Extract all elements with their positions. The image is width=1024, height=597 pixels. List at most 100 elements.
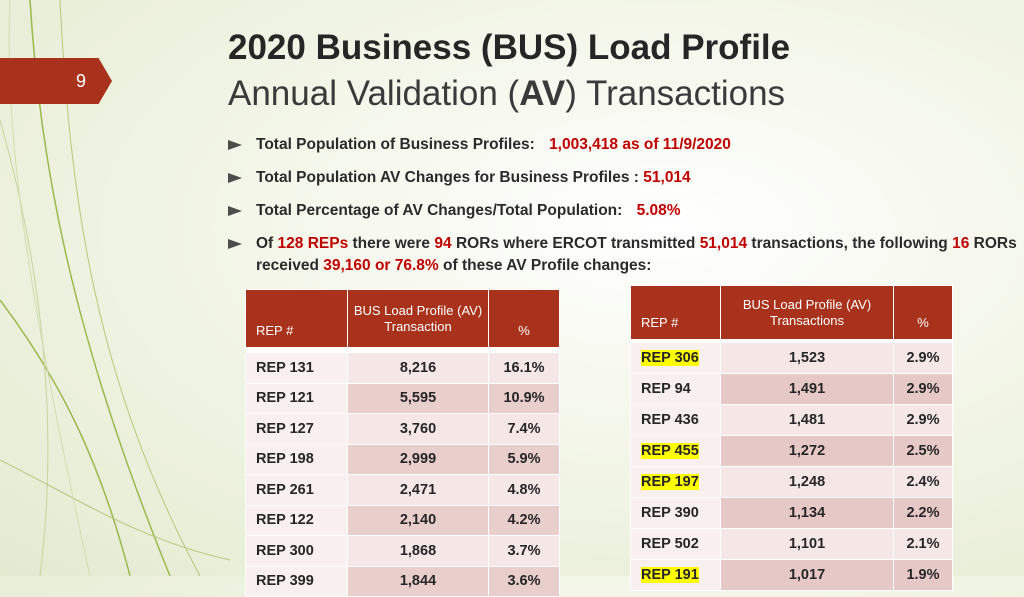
arrow-bullet-icon: [228, 140, 242, 150]
table-row: REP 198 2,999 5.9%: [245, 443, 560, 475]
table-right: REP # BUS Load Profile (AV) Transactions…: [630, 285, 953, 591]
bullet-value: 51,014: [643, 169, 691, 186]
table-left: REP # BUS Load Profile (AV) Transaction …: [245, 289, 560, 597]
cell-percent: 4.8%: [488, 474, 560, 506]
table-row: REP 131 8,216 16.1%: [245, 352, 560, 384]
cell-rep: REP 502: [630, 528, 721, 560]
cell-rep: REP 261: [245, 474, 348, 506]
rep-label: REP 122: [256, 512, 314, 529]
title-line-1: 2020 Business (BUS) Load Profile: [228, 28, 791, 67]
header-transactions: BUS Load Profile (AV) Transaction: [347, 289, 489, 348]
cell-percent: 2.1%: [893, 528, 953, 560]
cell-percent: 4.2%: [488, 504, 560, 536]
table-row: REP 455 1,272 2.5%: [630, 435, 953, 467]
cell-rep: REP 390: [630, 497, 721, 529]
cell-transactions: 5,595: [347, 382, 489, 414]
rep-label: REP 131: [256, 359, 314, 376]
summary-value: 16: [952, 235, 970, 252]
table-row: REP 191 1,017 1.9%: [630, 559, 953, 591]
cell-transactions: 1,481: [720, 404, 894, 436]
bullet-total-population: Total Population of Business Profiles: 1…: [228, 134, 1018, 156]
cell-transactions: 2,140: [347, 504, 489, 536]
cell-percent: 5.9%: [488, 443, 560, 475]
cell-transactions: 1,101: [720, 528, 894, 560]
bullet-label: Total Population of Business Profiles:: [256, 136, 535, 153]
cell-rep: REP 191: [630, 559, 721, 591]
cell-rep: REP 127: [245, 413, 348, 445]
rep-label: REP 94: [641, 381, 691, 397]
cell-transactions: 2,471: [347, 474, 489, 506]
bullet-value: 1,003,418 as of 11/9/2020: [549, 136, 731, 153]
summary-text: of these AV Profile changes:: [443, 257, 652, 274]
summary-text: RORs where ERCOT transmitted: [455, 235, 696, 252]
table-row: REP 300 1,868 3.7%: [245, 535, 560, 567]
cell-rep: REP 197: [630, 466, 721, 498]
cell-percent: 2.9%: [893, 342, 953, 374]
rep-label: REP 261: [256, 481, 314, 498]
table-row: REP 121 5,595 10.9%: [245, 382, 560, 414]
table-row: REP 390 1,134 2.2%: [630, 497, 953, 529]
bullet-summary: Of 128 REPs there were 94 RORs where ERC…: [228, 233, 1018, 277]
bullet-value: 5.08%: [636, 202, 681, 219]
bullet-list: Total Population of Business Profiles: 1…: [228, 134, 1018, 288]
cell-rep: REP 94: [630, 373, 721, 405]
rep-label: REP 198: [256, 451, 314, 468]
cell-percent: 2.2%: [893, 497, 953, 529]
summary-text: Of: [256, 235, 274, 252]
table-row: REP 122 2,140 4.2%: [245, 504, 560, 536]
cell-transactions: 1,523: [720, 342, 894, 374]
arrow-bullet-icon: [228, 239, 242, 249]
table-right-body: REP 306 1,523 2.9% REP 94 1,491 2.9% REP 436 1,…: [630, 339, 953, 591]
rep-label: REP 121: [256, 390, 314, 407]
rep-label: REP 300: [256, 542, 314, 559]
rep-label: REP 197: [641, 474, 699, 490]
cell-percent: 1.9%: [893, 559, 953, 591]
cell-percent: 10.9%: [488, 382, 560, 414]
rep-label: REP 306: [641, 350, 699, 366]
cell-percent: 2.5%: [893, 435, 953, 467]
cell-rep: REP 122: [245, 504, 348, 536]
cell-rep: REP 306: [630, 342, 721, 374]
cell-percent: 2.4%: [893, 466, 953, 498]
cell-rep: REP 131: [245, 352, 348, 384]
cell-transactions: 1,868: [347, 535, 489, 567]
slide-number: 9: [0, 58, 112, 104]
table-row: REP 436 1,481 2.9%: [630, 404, 953, 436]
cell-transactions: 8,216: [347, 352, 489, 384]
cell-rep: REP 300: [245, 535, 348, 567]
title-line-2: Annual Validation (AV) Transactions: [228, 74, 785, 114]
cell-rep: REP 455: [630, 435, 721, 467]
table-row: REP 94 1,491 2.9%: [630, 373, 953, 405]
arrow-bullet-icon: [228, 173, 242, 183]
cell-percent: 3.7%: [488, 535, 560, 567]
table-row: REP 197 1,248 2.4%: [630, 466, 953, 498]
cell-transactions: 1,248: [720, 466, 894, 498]
table-row: REP 261 2,471 4.8%: [245, 474, 560, 506]
summary-value: 128 REPs: [277, 235, 349, 252]
header-transactions: BUS Load Profile (AV) Transactions: [720, 285, 894, 340]
summary-text: there were: [352, 235, 431, 252]
cell-percent: 2.9%: [893, 404, 953, 436]
cell-transactions: 1,844: [347, 565, 489, 597]
cell-transactions: 1,272: [720, 435, 894, 467]
cell-rep: REP 399: [245, 565, 348, 597]
cell-percent: 7.4%: [488, 413, 560, 445]
table-row: REP 127 3,760 7.4%: [245, 413, 560, 445]
cell-percent: 2.9%: [893, 373, 953, 405]
cell-transactions: 1,134: [720, 497, 894, 529]
cell-percent: 16.1%: [488, 352, 560, 384]
title-line-2-pre: Annual Validation (: [228, 74, 520, 113]
cell-transactions: 1,491: [720, 373, 894, 405]
bullet-percentage: Total Percentage of AV Changes/Total Pop…: [228, 200, 1018, 222]
cell-rep: REP 436: [630, 404, 721, 436]
table-row: REP 306 1,523 2.9%: [630, 342, 953, 374]
bullet-label: Total Population AV Changes for Business…: [256, 169, 639, 186]
rep-label: REP 455: [641, 443, 699, 459]
cell-transactions: 2,999: [347, 443, 489, 475]
summary-text: RORs received: [256, 235, 1017, 274]
rep-label: REP 436: [641, 412, 699, 428]
rep-label: REP 191: [641, 567, 699, 583]
cell-transactions: 3,760: [347, 413, 489, 445]
table-row: REP 399 1,844 3.6%: [245, 565, 560, 597]
summary-text: transactions, the following: [751, 235, 948, 252]
